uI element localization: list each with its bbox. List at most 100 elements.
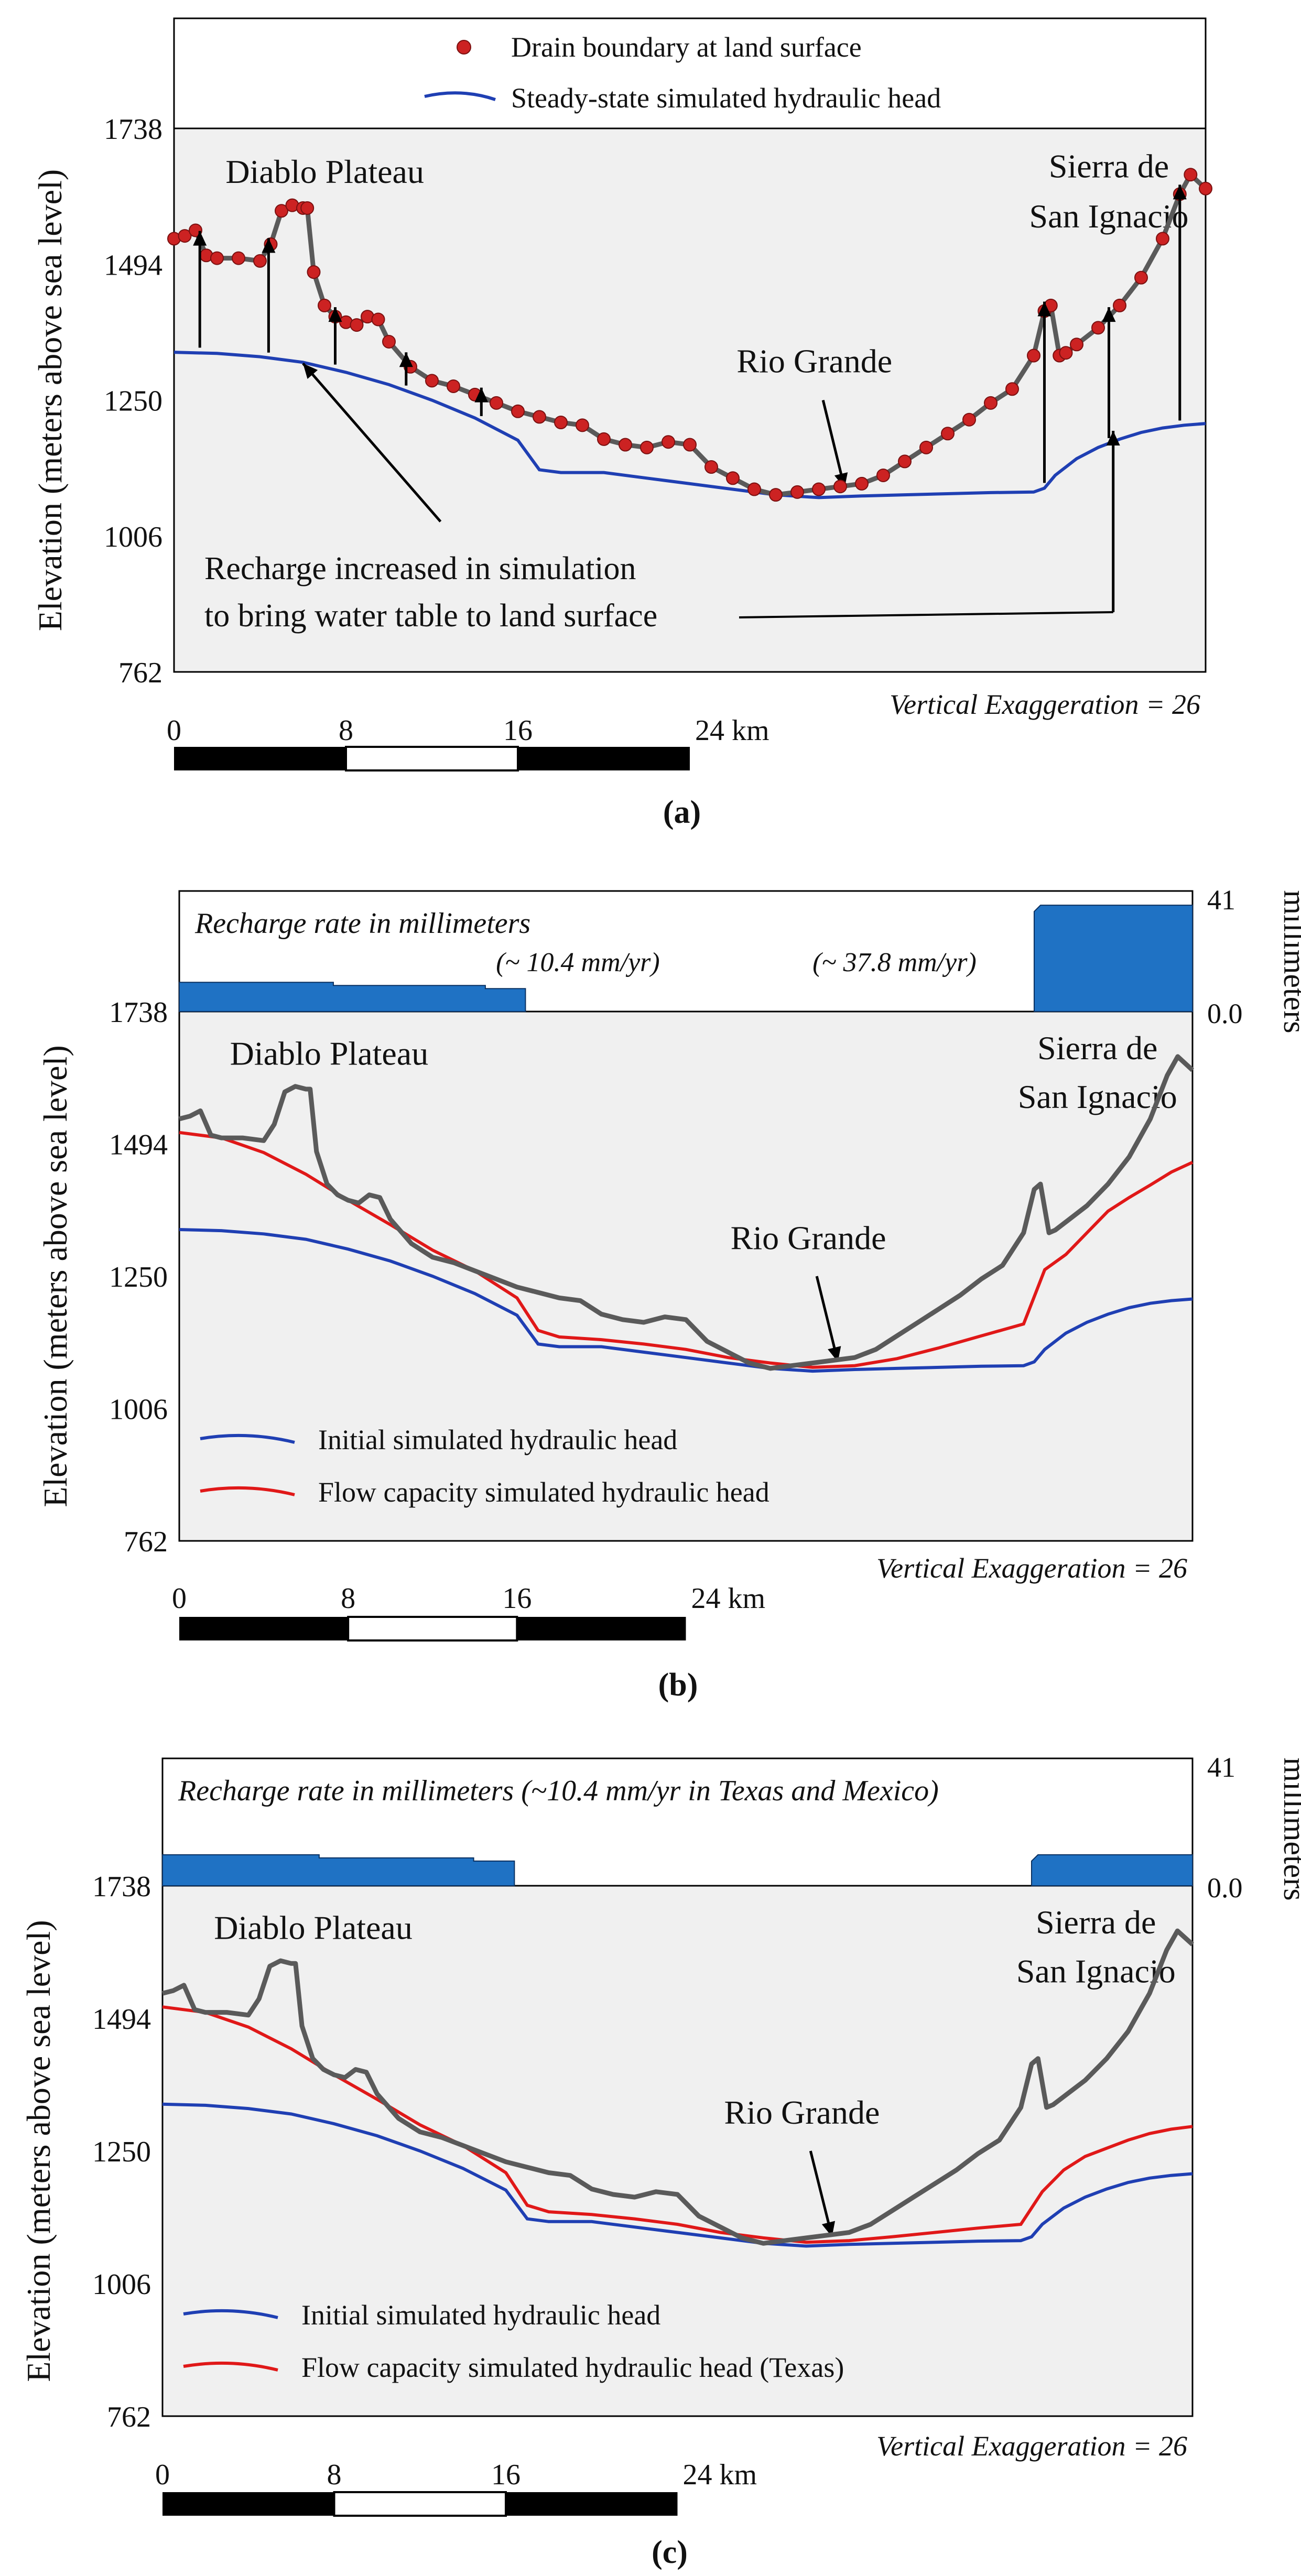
drain-marker [371,312,385,327]
drain-marker [1005,382,1019,396]
drain-marker [178,229,192,243]
drain-marker [232,251,245,265]
annotation-line-1: Recharge increased in simulation [204,551,636,586]
annotation-arrow-left-head [303,363,318,379]
x-tick-label: 0 [155,2459,170,2491]
vertical-exaggeration-note: Vertical Exaggeration = 26 [876,1552,1187,1584]
drain-marker [300,201,315,215]
rio-grande-arrow-shaft [815,1276,839,1363]
recharge-bar-mexico [1031,1854,1193,1886]
legend-swatch-head [424,91,496,101]
drain-marker [1184,168,1198,182]
drain-marker [855,476,869,491]
legend-label-initial: Initial simulated hydraulic head [318,1424,677,1455]
rio-grande-arrow-shaft [809,2150,833,2237]
legend-swatch-initial [183,2309,278,2319]
y-tick-label: 1738 [92,1871,151,1903]
x-tick-label: 8 [327,2459,342,2491]
plot-area-c [162,1886,1192,2416]
y-tick-label: 1250 [109,1261,168,1294]
drain-marker [619,438,632,452]
y-tick-label: 1006 [109,1394,168,1426]
x-tick-label: 16 [502,1582,532,1615]
scale-bar-black-1 [162,2492,334,2516]
recharge-tick-max: 41 [1207,884,1235,916]
drain-marker [597,432,611,446]
recharge-rate-texas: (~ 10.4 mm/yr) [496,948,660,977]
drain-marker [984,396,998,410]
panel-caption: (b) [658,1667,698,1703]
drain-marker [833,480,847,494]
recharge-tick-zero: 0.0 [1207,998,1243,1029]
legend-drain-marker [457,40,471,55]
y-axis-label: Elevation (meters above sea level) [37,1045,74,1507]
recharge-axis-label: millimeters [1277,1757,1301,1900]
drain-marker [769,488,783,502]
annotation-line-2: to bring water table to land surface [204,598,657,634]
recharge-arrow-head [1037,301,1051,317]
drain-marker [350,318,364,332]
drain-marker [1070,338,1083,352]
y-axis-label: Elevation (meters above sea level) [20,1920,57,2382]
drain-marker [1134,270,1148,285]
drain-marker [962,412,976,427]
drain-marker [533,410,546,424]
label-rio-grande: Rio Grande [731,1219,886,1256]
drain-marker [726,471,740,485]
scale-bar-black-1 [174,747,346,770]
drain-marker [919,440,933,454]
y-axis-label: Elevation (meters above sea level) [31,169,69,631]
legend-label-head: Steady-state simulated hydraulic head [511,82,941,114]
scale-bar-white [345,746,519,771]
legend-label-initial: Initial simulated hydraulic head [301,2299,660,2331]
recharge-arrow-head [474,387,489,403]
recharge-tick-max: 41 [1207,1752,1235,1783]
recharge-bar-mexico [1033,905,1193,1012]
series-line-land-surface [161,1928,1195,2246]
x-tick-label: 24 km [691,1582,766,1615]
label-sierra-2: San Ignacio [1018,1078,1177,1115]
series-line-land-surface [178,1054,1195,1371]
y-tick-label: 1738 [109,996,168,1029]
label-sierra-1: Sierra de [1036,1904,1156,1941]
legend-swatch-flow [200,1486,295,1496]
x-tick-label: 24 km [683,2459,757,2491]
drain-marker [1027,349,1040,363]
vertical-exaggeration-note: Vertical Exaggeration = 26 [890,689,1200,720]
y-tick-label: 1006 [104,521,162,553]
drain-marker [447,379,460,393]
drain-marker [1091,321,1105,335]
recharge-title: Recharge rate in millimeters (~10.4 mm/y… [178,1775,939,1807]
drain-marker [662,435,675,449]
drain-marker [318,298,331,312]
drain-marker [307,265,321,279]
recharge-bar-texas [162,1854,515,1886]
recharge-arrow-head [1102,307,1116,322]
legend-swatch-flow [183,2361,278,2372]
panel-caption: (a) [663,795,701,830]
scale-bar-black-2 [518,747,690,770]
drain-marker [1113,298,1126,312]
rio-grande-arrow-shaft [821,399,846,488]
x-tick-label: 8 [341,1582,355,1615]
panel-caption: (c) [652,2535,688,2570]
label-rio-grande: Rio Grande [724,2094,880,2131]
drain-marker [425,374,439,388]
drain-marker [790,485,804,499]
legend-swatch-initial [200,1433,295,1444]
plot-frame-a [173,17,1207,673]
legend-label-drain: Drain boundary at land surface [511,31,862,63]
x-tick-label: 16 [503,714,533,747]
plot-frame-b [178,890,1194,1542]
drain-marker [876,468,890,482]
recharge-arrow-head [328,307,342,322]
label-sierra-1: Sierra de [1037,1029,1157,1067]
y-tick-label: 1494 [92,2003,151,2036]
drain-marker [941,427,955,441]
drain-marker [683,438,697,452]
scale-bar-black-2 [506,2492,678,2516]
label-diablo-plateau: Diablo Plateau [214,1909,413,1947]
label-rio-grande: Rio Grande [736,342,892,379]
drain-marker [275,204,288,218]
